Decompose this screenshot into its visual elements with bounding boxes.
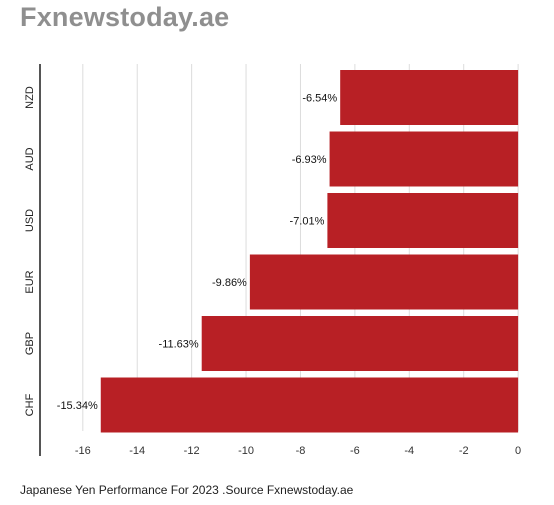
category-label-chf: CHF bbox=[24, 393, 36, 416]
x-tick-label: -10 bbox=[238, 445, 254, 457]
value-label-eur: -9.86% bbox=[212, 277, 247, 289]
value-label-nzd: -6.54% bbox=[302, 93, 337, 105]
x-tick-label: -14 bbox=[129, 445, 145, 457]
category-label-aud: AUD bbox=[24, 147, 36, 170]
value-label-usd: -7.01% bbox=[290, 216, 325, 228]
chart-area: -6.54% -6.93% -7.01% -9.86% -11.63% -15.34% N… bbox=[24, 64, 521, 457]
x-tick-label: -2 bbox=[459, 445, 469, 457]
x-tick-label: -4 bbox=[404, 445, 414, 457]
x-tick-label: -6 bbox=[350, 445, 360, 457]
bar-gbp bbox=[201, 316, 519, 371]
x-tick-label: -16 bbox=[75, 445, 91, 457]
x-tick-labels: -16 -14 -12 -10 -8 -6 -4 -2 0 bbox=[75, 445, 521, 457]
value-label-chf: -15.34% bbox=[57, 400, 98, 412]
category-label-eur: EUR bbox=[24, 270, 36, 293]
value-labels: -6.54% -6.93% -7.01% -9.86% -11.63% -15.34% bbox=[57, 93, 338, 413]
x-tick-label: -8 bbox=[296, 445, 306, 457]
bar-eur bbox=[249, 254, 519, 310]
bars bbox=[100, 70, 519, 433]
chart-caption: Japanese Yen Performance For 2023 .Sourc… bbox=[20, 483, 354, 497]
bar-chf bbox=[100, 377, 519, 433]
category-labels: NZD AUD USD EUR GBP CHF bbox=[24, 86, 36, 416]
bar-chart: -6.54% -6.93% -7.01% -9.86% -11.63% -15.34% N… bbox=[24, 64, 521, 457]
bar-nzd bbox=[340, 70, 519, 125]
value-label-aud: -6.93% bbox=[292, 154, 327, 166]
category-label-usd: USD bbox=[24, 209, 36, 232]
category-label-nzd: NZD bbox=[24, 86, 36, 109]
category-label-gbp: GBP bbox=[24, 332, 36, 355]
bar-aud bbox=[329, 131, 519, 187]
brand-title: Fxnewstoday.ae bbox=[20, 2, 230, 32]
bar-usd bbox=[327, 193, 519, 248]
x-tick-label: -12 bbox=[184, 445, 200, 457]
value-label-gbp: -11.63% bbox=[159, 339, 199, 351]
x-tick-label: 0 bbox=[515, 445, 521, 457]
